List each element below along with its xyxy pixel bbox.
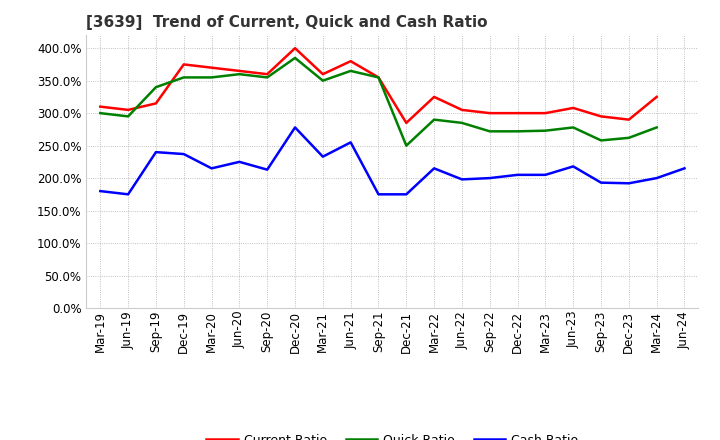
Quick Ratio	[624, 135, 633, 140]
Legend: Current Ratio, Quick Ratio, Cash Ratio: Current Ratio, Quick Ratio, Cash Ratio	[202, 429, 583, 440]
Quick Ratio	[597, 138, 606, 143]
Quick Ratio	[458, 120, 467, 125]
Text: [3639]  Trend of Current, Quick and Cash Ratio: [3639] Trend of Current, Quick and Cash …	[86, 15, 488, 30]
Cash Ratio	[485, 176, 494, 181]
Quick Ratio	[513, 128, 522, 134]
Line: Current Ratio: Current Ratio	[100, 48, 657, 123]
Quick Ratio	[124, 114, 132, 119]
Current Ratio	[179, 62, 188, 67]
Cash Ratio	[318, 154, 327, 159]
Current Ratio	[124, 107, 132, 113]
Quick Ratio	[291, 55, 300, 61]
Current Ratio	[96, 104, 104, 109]
Current Ratio	[513, 110, 522, 116]
Current Ratio	[207, 65, 216, 70]
Quick Ratio	[235, 72, 243, 77]
Quick Ratio	[318, 78, 327, 83]
Cash Ratio	[652, 176, 661, 181]
Cash Ratio	[569, 164, 577, 169]
Quick Ratio	[569, 125, 577, 130]
Cash Ratio	[291, 125, 300, 130]
Quick Ratio	[430, 117, 438, 122]
Line: Cash Ratio: Cash Ratio	[100, 128, 685, 194]
Current Ratio	[235, 68, 243, 73]
Current Ratio	[458, 107, 467, 113]
Quick Ratio	[652, 125, 661, 130]
Current Ratio	[485, 110, 494, 116]
Current Ratio	[346, 59, 355, 64]
Current Ratio	[402, 120, 410, 125]
Quick Ratio	[374, 75, 383, 80]
Quick Ratio	[152, 84, 161, 90]
Quick Ratio	[179, 75, 188, 80]
Cash Ratio	[680, 166, 689, 171]
Quick Ratio	[96, 110, 104, 116]
Cash Ratio	[430, 166, 438, 171]
Quick Ratio	[485, 128, 494, 134]
Cash Ratio	[346, 140, 355, 145]
Cash Ratio	[207, 166, 216, 171]
Cash Ratio	[96, 188, 104, 194]
Cash Ratio	[179, 151, 188, 157]
Quick Ratio	[541, 128, 550, 133]
Line: Quick Ratio: Quick Ratio	[100, 58, 657, 146]
Current Ratio	[430, 94, 438, 99]
Cash Ratio	[597, 180, 606, 185]
Current Ratio	[569, 105, 577, 110]
Quick Ratio	[263, 75, 271, 80]
Current Ratio	[652, 94, 661, 99]
Current Ratio	[152, 101, 161, 106]
Cash Ratio	[624, 181, 633, 186]
Quick Ratio	[207, 75, 216, 80]
Current Ratio	[374, 75, 383, 80]
Current Ratio	[291, 46, 300, 51]
Cash Ratio	[374, 192, 383, 197]
Cash Ratio	[513, 172, 522, 177]
Cash Ratio	[458, 177, 467, 182]
Quick Ratio	[402, 143, 410, 148]
Current Ratio	[263, 72, 271, 77]
Cash Ratio	[541, 172, 550, 177]
Cash Ratio	[402, 192, 410, 197]
Cash Ratio	[263, 167, 271, 172]
Cash Ratio	[152, 150, 161, 155]
Current Ratio	[597, 114, 606, 119]
Cash Ratio	[124, 192, 132, 197]
Current Ratio	[624, 117, 633, 122]
Cash Ratio	[235, 159, 243, 165]
Quick Ratio	[346, 68, 355, 73]
Current Ratio	[541, 110, 550, 116]
Current Ratio	[318, 72, 327, 77]
